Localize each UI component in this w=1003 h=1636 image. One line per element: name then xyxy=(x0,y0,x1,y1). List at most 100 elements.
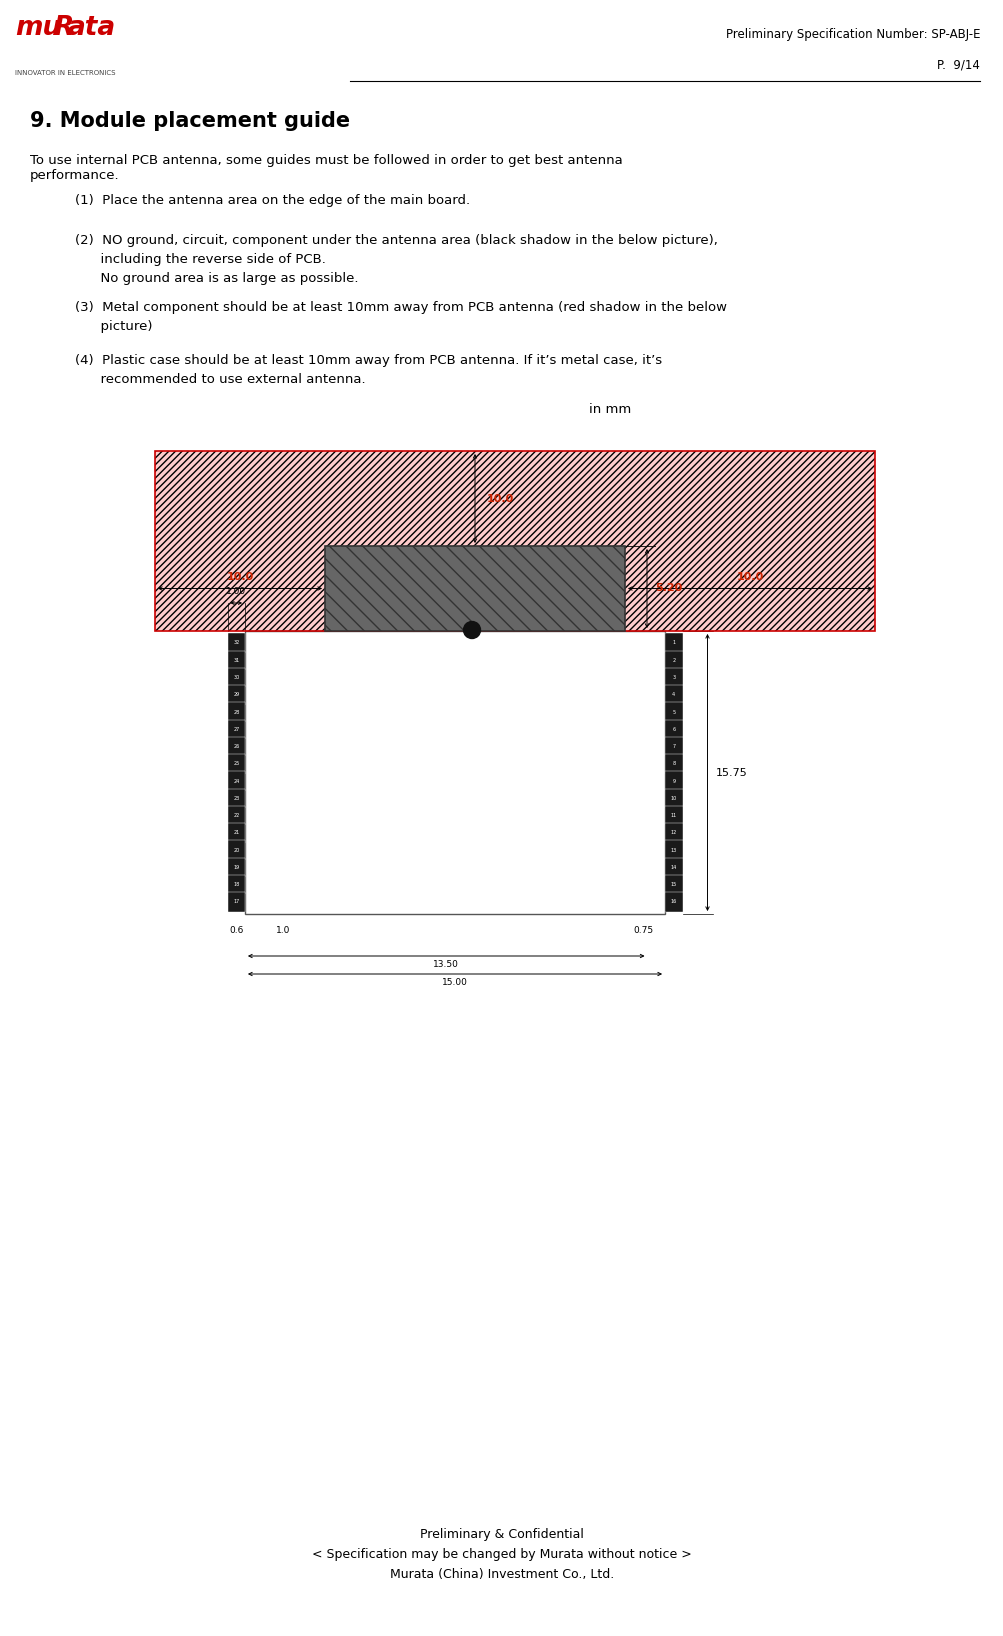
Text: 13.50: 13.50 xyxy=(433,960,458,969)
Text: 15.00: 15.00 xyxy=(441,978,467,987)
Text: (3)  Metal component should be at least 10mm away from PCB antenna (red shadow i: (3) Metal component should be at least 1… xyxy=(75,301,726,314)
Text: 15.75: 15.75 xyxy=(715,767,746,777)
Bar xyxy=(664,875,682,895)
Text: 1.00: 1.00 xyxy=(226,587,246,596)
Text: 14: 14 xyxy=(670,865,676,870)
Text: R: R xyxy=(53,15,73,41)
Text: 11: 11 xyxy=(670,813,676,818)
Bar xyxy=(228,754,245,774)
Bar xyxy=(228,875,245,895)
Bar xyxy=(228,857,245,877)
Bar xyxy=(664,736,682,756)
Text: 31: 31 xyxy=(233,658,239,663)
Bar xyxy=(228,841,245,861)
Bar xyxy=(228,772,245,790)
Bar xyxy=(228,633,245,653)
Text: 10.0: 10.0 xyxy=(486,494,514,504)
Text: INNOVATOR IN ELECTRONICS: INNOVATOR IN ELECTRONICS xyxy=(15,70,115,75)
Text: 22: 22 xyxy=(233,813,239,818)
Text: 1.0: 1.0 xyxy=(276,926,290,936)
Text: picture): picture) xyxy=(75,321,152,334)
Text: (1)  Place the antenna area on the edge of the main board.: (1) Place the antenna area on the edge o… xyxy=(75,195,469,208)
Text: 10.0: 10.0 xyxy=(226,573,254,582)
Text: 4: 4 xyxy=(672,692,675,697)
Text: Preliminary Specification Number: SP-ABJ-E: Preliminary Specification Number: SP-ABJ… xyxy=(725,28,979,41)
Text: 17: 17 xyxy=(233,900,239,905)
Bar xyxy=(154,452,875,631)
Bar xyxy=(245,631,664,915)
Bar xyxy=(325,546,625,631)
Bar xyxy=(154,452,875,546)
Bar xyxy=(228,823,245,843)
Text: 7: 7 xyxy=(672,744,675,749)
Bar xyxy=(664,633,682,653)
Bar xyxy=(228,892,245,911)
Text: 1: 1 xyxy=(672,641,675,646)
Text: 3: 3 xyxy=(672,676,675,681)
Text: 19: 19 xyxy=(233,865,239,870)
Text: 16: 16 xyxy=(670,900,676,905)
Text: 27: 27 xyxy=(233,726,239,731)
Circle shape xyxy=(463,622,480,638)
Bar xyxy=(664,754,682,774)
Bar xyxy=(228,702,245,721)
Bar xyxy=(664,823,682,843)
Bar xyxy=(664,857,682,877)
Text: No ground area is as large as possible.: No ground area is as large as possible. xyxy=(75,272,358,285)
Text: 26: 26 xyxy=(233,744,239,749)
Text: 28: 28 xyxy=(233,710,239,715)
Text: 23: 23 xyxy=(233,795,239,802)
Bar xyxy=(664,720,682,739)
Text: 0.75: 0.75 xyxy=(632,926,652,936)
Text: 9: 9 xyxy=(672,779,675,784)
Bar xyxy=(664,841,682,861)
Text: 21: 21 xyxy=(233,831,239,836)
Text: ata: ata xyxy=(68,15,116,41)
Bar xyxy=(228,720,245,739)
Text: 8: 8 xyxy=(672,761,675,766)
Bar xyxy=(664,807,682,826)
Bar xyxy=(228,651,245,671)
Text: 10: 10 xyxy=(670,795,676,802)
Text: 9. Module placement guide: 9. Module placement guide xyxy=(30,111,350,131)
Text: 10.0: 10.0 xyxy=(735,573,763,582)
Text: P.  9/14: P. 9/14 xyxy=(936,57,979,70)
Text: mu: mu xyxy=(15,15,61,41)
Text: (4)  Plastic case should be at least 10mm away from PCB antenna. If it’s metal c: (4) Plastic case should be at least 10mm… xyxy=(75,353,661,366)
Text: 24: 24 xyxy=(233,779,239,784)
Text: including the reverse side of PCB.: including the reverse side of PCB. xyxy=(75,254,326,267)
Bar xyxy=(154,546,325,631)
Bar xyxy=(664,685,682,705)
Bar xyxy=(664,702,682,721)
Text: 5.20: 5.20 xyxy=(654,584,682,594)
Text: Murata (China) Investment Co., Ltd.: Murata (China) Investment Co., Ltd. xyxy=(389,1567,614,1580)
Text: 6: 6 xyxy=(672,726,675,731)
Text: 12: 12 xyxy=(670,831,676,836)
Bar xyxy=(664,789,682,808)
Bar xyxy=(228,807,245,826)
Text: 15: 15 xyxy=(670,882,676,887)
Bar xyxy=(664,651,682,671)
Text: < Specification may be changed by Murata without notice >: < Specification may be changed by Murata… xyxy=(312,1548,691,1561)
Bar xyxy=(664,892,682,911)
Text: To use internal PCB antenna, some guides must be followed in order to get best a: To use internal PCB antenna, some guides… xyxy=(30,154,622,182)
Bar xyxy=(625,546,875,631)
Text: 25: 25 xyxy=(233,761,239,766)
Text: 13: 13 xyxy=(670,847,676,852)
Text: 30: 30 xyxy=(233,676,239,681)
Text: 32: 32 xyxy=(233,641,239,646)
Bar xyxy=(228,736,245,756)
Text: 29: 29 xyxy=(233,692,239,697)
Bar xyxy=(228,667,245,687)
Bar xyxy=(664,772,682,790)
Text: Ø0.60: Ø0.60 xyxy=(493,599,523,609)
Text: in mm: in mm xyxy=(589,402,631,416)
Text: 2: 2 xyxy=(672,658,675,663)
Text: Preliminary & Confidential: Preliminary & Confidential xyxy=(419,1528,584,1541)
Text: 5: 5 xyxy=(672,710,675,715)
Text: recommended to use external antenna.: recommended to use external antenna. xyxy=(75,373,365,386)
Bar xyxy=(228,685,245,705)
Text: (2)  NO ground, circuit, component under the antenna area (black shadow in the b: (2) NO ground, circuit, component under … xyxy=(75,234,717,247)
Bar xyxy=(664,667,682,687)
Text: 0.6: 0.6 xyxy=(229,926,243,936)
